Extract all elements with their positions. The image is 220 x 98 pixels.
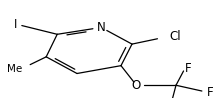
Text: Cl: Cl [169,30,181,43]
Text: F: F [185,62,191,75]
Text: F: F [207,86,213,98]
Text: O: O [132,79,141,92]
Text: I: I [14,18,18,31]
Text: N: N [97,21,106,34]
Text: Me: Me [7,64,22,74]
